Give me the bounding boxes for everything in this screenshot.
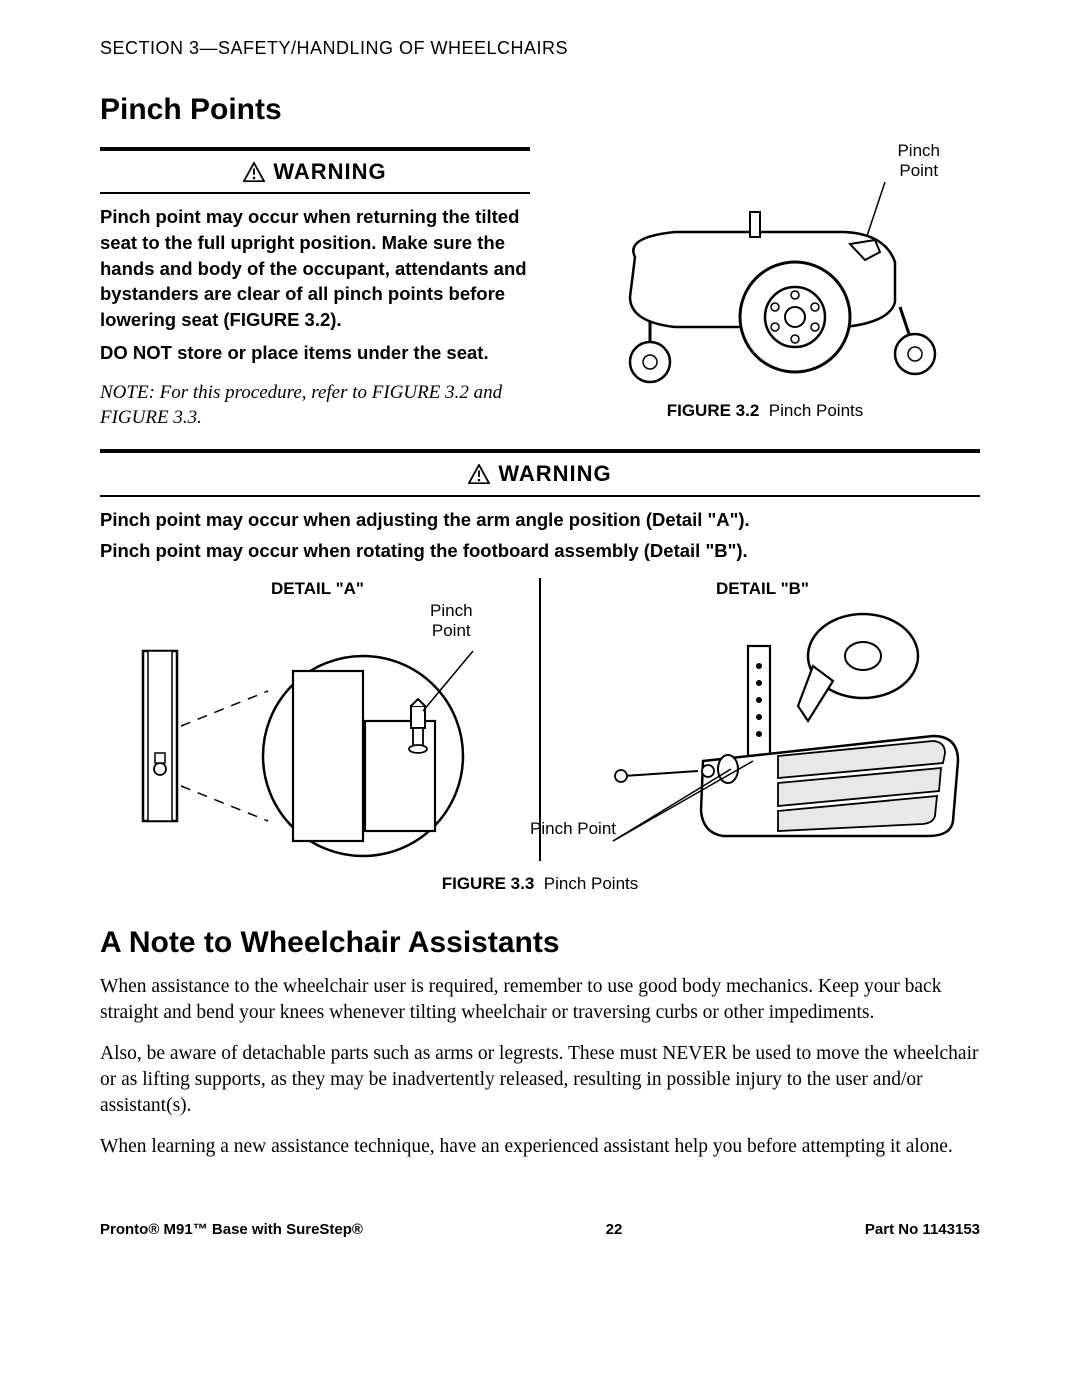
row-warning-figure: WARNING Pinch point may occur when retur…: [100, 141, 980, 431]
col-figure32: Pinch Point: [550, 141, 980, 423]
warning2-label: WARNING: [498, 459, 611, 489]
rule-thin-2: [100, 495, 980, 497]
warning1-label: WARNING: [273, 157, 386, 187]
fig32-caption: FIGURE 3.2 Pinch Points: [550, 400, 980, 423]
warning2-heading: WARNING: [100, 459, 980, 489]
footer-page: 22: [606, 1220, 623, 1240]
warning1-para2: DO NOT store or place items under the se…: [100, 340, 530, 366]
detail-a-callout: Pinch Point: [430, 601, 473, 642]
warning-triangle-icon: [468, 464, 490, 484]
note-refer: NOTE: For this procedure, refer to FIGUR…: [100, 380, 530, 431]
col-warning1: WARNING Pinch point may occur when retur…: [100, 141, 530, 431]
detail-b-title: DETAIL "B": [545, 578, 980, 601]
fig32-illustration: [565, 182, 965, 392]
detail-b-callout: Pinch Point: [530, 819, 616, 839]
page-footer: Pronto® M91™ Base with SureStep® 22 Part…: [100, 1220, 980, 1240]
assist-p1: When assistance to the wheelchair user i…: [100, 974, 980, 1027]
detail-a-title: DETAIL "A": [100, 578, 535, 601]
fig33-caption: FIGURE 3.3 Pinch Points: [100, 873, 980, 896]
warning2-line1: Pinch point may occur when adjusting the…: [100, 507, 980, 533]
assist-p3: When learning a new assistance technique…: [100, 1134, 980, 1160]
heading-pinch-points: Pinch Points: [100, 90, 980, 131]
rule-thin: [100, 192, 530, 194]
warning1-heading: WARNING: [100, 157, 530, 187]
warning2-line2: Pinch point may occur when rotating the …: [100, 538, 980, 564]
fig32-callout: Pinch Point: [897, 141, 940, 182]
warning1-para1: Pinch point may occur when returning the…: [100, 204, 530, 332]
detail-a-illustration: [113, 611, 523, 861]
footer-left: Pronto® M91™ Base with SureStep®: [100, 1220, 363, 1240]
assist-p2: Also, be aware of detachable parts such …: [100, 1041, 980, 1120]
rule-thick: [100, 147, 530, 151]
figure-3-2: Pinch Point: [550, 141, 980, 423]
heading-assistants: A Note to Wheelchair Assistants: [100, 923, 980, 964]
warning-triangle-icon: [243, 162, 265, 182]
footer-right: Part No 1143153: [865, 1220, 980, 1240]
section-header: SECTION 3—SAFETY/HANDLING OF WHEELCHAIRS: [100, 36, 980, 60]
rule-thick-2: [100, 449, 980, 453]
